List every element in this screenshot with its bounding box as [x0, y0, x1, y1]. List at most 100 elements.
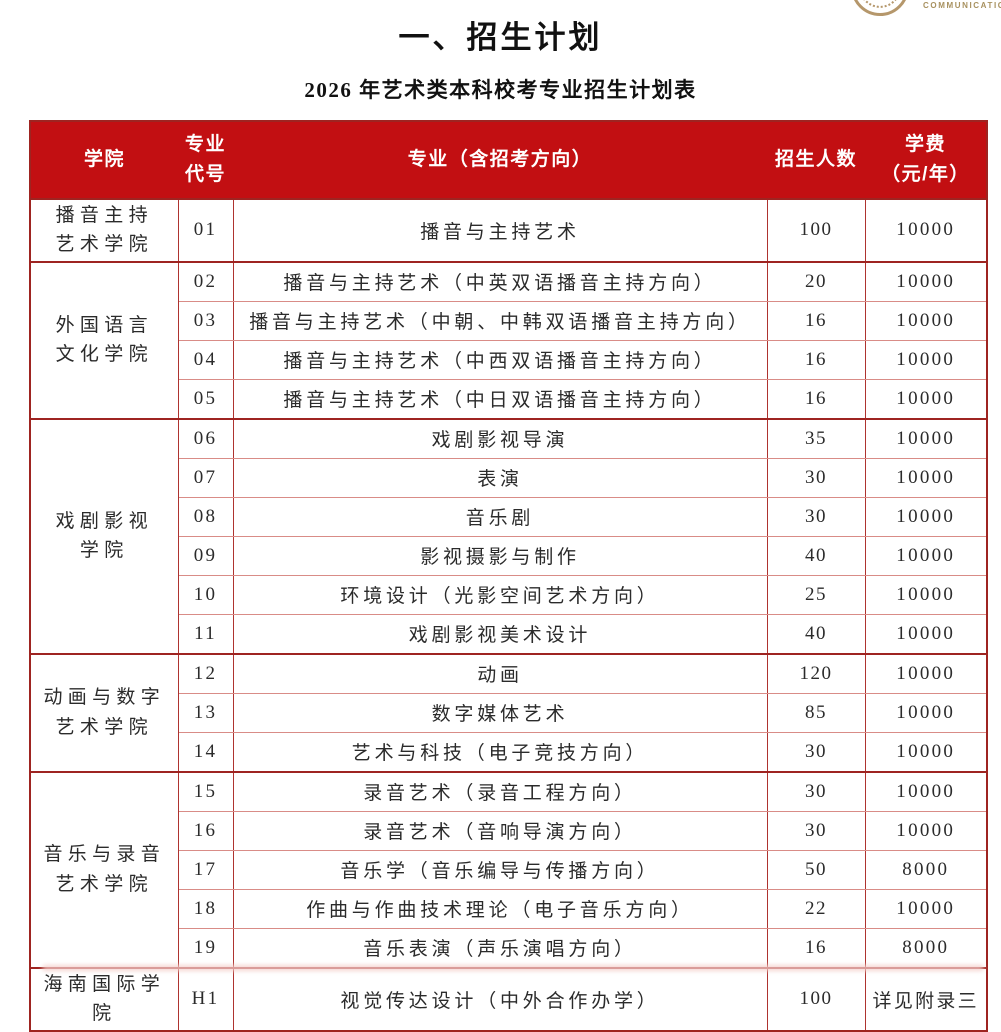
major-cell: 播音与主持艺术（中西双语播音主持方向）: [232, 339, 768, 380]
university-logo-text: COMMUNICATION U: [923, 1, 1001, 10]
table-row: 11 戏剧影视美术设计 40 10000: [30, 613, 988, 655]
tuition-cell: 10000: [864, 770, 988, 812]
scan-artifact: [42, 965, 984, 971]
major-cell: 播音与主持艺术（中朝、中韩双语播音主持方向）: [232, 300, 768, 341]
major-code-cell: 04: [177, 339, 234, 380]
table-row: 07 表演 30 10000: [30, 457, 988, 498]
enrollment-count-cell: 25: [766, 574, 866, 615]
table-row: 戏剧影视 学院 06 戏剧影视导演 35 10000: [29, 417, 988, 655]
table-row: 03 播音与主持艺术（中朝、中韩双语播音主持方向） 16 10000: [30, 300, 988, 341]
major-cell: 视觉传达设计（中外合作办学）: [232, 966, 768, 1032]
table-row: 16 录音艺术（音响导演方向） 30 10000: [30, 810, 988, 851]
major-code-cell: 08: [177, 496, 234, 537]
tuition-cell: 10000: [864, 731, 988, 773]
tuition-cell: 10000: [864, 692, 988, 733]
major-cell: 播音与主持艺术（中英双语播音主持方向）: [232, 260, 768, 302]
tuition-cell: 10000: [864, 260, 988, 302]
tuition-cell: 10000: [864, 496, 988, 537]
major-cell: 戏剧影视导演: [232, 417, 768, 459]
major-code-cell: 16: [177, 810, 234, 851]
enrollment-count-cell: 85: [766, 692, 866, 733]
college-cell: 动画与数字 艺术学院: [29, 652, 179, 773]
col-header-enrollment: 招生人数: [767, 121, 865, 199]
tuition-cell: 8000: [864, 849, 988, 890]
major-cell: 环境设计（光影空间艺术方向）: [232, 574, 768, 615]
major-code-cell: 06: [177, 417, 234, 459]
major-cell: 录音艺术（录音工程方向）: [232, 770, 768, 812]
table-row: 外国语言 文化学院 02 播音与主持艺术（中英双语播音主持方向） 20 10000: [29, 260, 988, 420]
enrollment-count-cell: 30: [766, 457, 866, 498]
major-cell: 作曲与作曲技术理论（电子音乐方向）: [232, 888, 768, 929]
enrollment-count-cell: 120: [766, 652, 866, 694]
page-title: 一、招生计划: [398, 20, 603, 55]
enrollment-count-cell: 20: [766, 260, 866, 302]
tuition-cell: 10000: [864, 300, 988, 341]
table-row: 04 播音与主持艺术（中西双语播音主持方向） 16 10000: [30, 339, 988, 380]
major-code-cell: 05: [177, 378, 234, 420]
tuition-cell: 10000: [864, 417, 988, 459]
table-row: 播音主持 艺术学院 01 播音与主持艺术 100 10000: [29, 198, 988, 263]
table-title: 2026 年艺术类本科校考专业招生计划表: [304, 78, 697, 102]
table-row: 08 音乐剧 30 10000: [30, 496, 988, 537]
enrollment-count-cell: 30: [766, 731, 866, 773]
tuition-cell: 详见附录三: [864, 966, 988, 1032]
major-code-cell: 11: [177, 613, 234, 655]
enrollment-count-cell: 16: [766, 927, 866, 969]
major-cell: 音乐表演（声乐演唱方向）: [232, 927, 768, 969]
col-header-major-code: 专业 代号: [178, 121, 233, 199]
col-header-college: 学院: [30, 121, 178, 199]
major-cell: 影视摄影与制作: [232, 535, 768, 576]
major-cell: 戏剧影视美术设计: [232, 613, 768, 655]
major-cell: 录音艺术（音响导演方向）: [232, 810, 768, 851]
tuition-cell: 10000: [864, 810, 988, 851]
table-row: 09 影视摄影与制作 40 10000: [30, 535, 988, 576]
table-row: 17 音乐学（音乐编导与传播方向） 50 8000: [30, 849, 988, 890]
enrollment-count-cell: 30: [766, 810, 866, 851]
enrollment-count-cell: 16: [766, 378, 866, 420]
college-cell: 音乐与录音 艺术学院: [29, 770, 179, 969]
tuition-cell: 10000: [864, 613, 988, 655]
table-row: 音乐与录音 艺术学院 15 录音艺术（录音工程方向） 30 10000: [29, 770, 988, 969]
col-header-tuition: 学费 （元/年）: [865, 121, 987, 199]
tuition-cell: 10000: [864, 378, 988, 420]
table-row: 动画与数字 艺术学院 12 动画 120 10000: [29, 652, 988, 773]
major-code-cell: 12: [177, 652, 234, 694]
enrollment-count-cell: 30: [766, 496, 866, 537]
major-cell: 表演: [232, 457, 768, 498]
major-code-cell: 03: [177, 300, 234, 341]
tuition-cell: 10000: [864, 457, 988, 498]
table-row: 海南国际学院 H1 视觉传达设计（中外合作办学） 100 详见附录三: [29, 966, 988, 1032]
major-cell: 数字媒体艺术: [232, 692, 768, 733]
major-code-cell: 01: [177, 198, 234, 263]
major-code-cell: 17: [177, 849, 234, 890]
major-code-cell: 10: [177, 574, 234, 615]
college-cell: 海南国际学院: [29, 966, 179, 1032]
tuition-cell: 10000: [864, 339, 988, 380]
enrollment-count-cell: 40: [766, 535, 866, 576]
major-cell: 音乐剧: [232, 496, 768, 537]
tuition-cell: 10000: [864, 535, 988, 576]
enrollment-plan-table: 学院 专业 代号 专业（含招考方向） 招生人数 学费 （元/年） 播音主持 艺术…: [29, 120, 988, 1032]
table-row: 14 艺术与科技（电子竞技方向） 30 10000: [30, 731, 988, 773]
enrollment-count-cell: 35: [766, 417, 866, 459]
major-cell: 播音与主持艺术（中日双语播音主持方向）: [232, 378, 768, 420]
tuition-cell: 10000: [864, 652, 988, 694]
tuition-cell: 8000: [864, 927, 988, 969]
table-header-row: 学院 专业 代号 专业（含招考方向） 招生人数 学费 （元/年）: [30, 121, 987, 199]
major-cell: 动画: [232, 652, 768, 694]
table-row: 18 作曲与作曲技术理论（电子音乐方向） 22 10000: [30, 888, 988, 929]
major-code-cell: 13: [177, 692, 234, 733]
enrollment-count-cell: 16: [766, 339, 866, 380]
enrollment-count-cell: 40: [766, 613, 866, 655]
enrollment-count-cell: 50: [766, 849, 866, 890]
major-cell: 艺术与科技（电子竞技方向）: [232, 731, 768, 773]
col-header-major: 专业（含招考方向）: [233, 121, 767, 199]
tuition-cell: 10000: [864, 888, 988, 929]
enrollment-count-cell: 30: [766, 770, 866, 812]
enrollment-count-cell: 16: [766, 300, 866, 341]
enrollment-count-cell: 22: [766, 888, 866, 929]
enrollment-count-cell: 100: [766, 198, 866, 263]
college-cell: 播音主持 艺术学院: [29, 198, 179, 263]
major-code-cell: 02: [177, 260, 234, 302]
major-code-cell: 18: [177, 888, 234, 929]
